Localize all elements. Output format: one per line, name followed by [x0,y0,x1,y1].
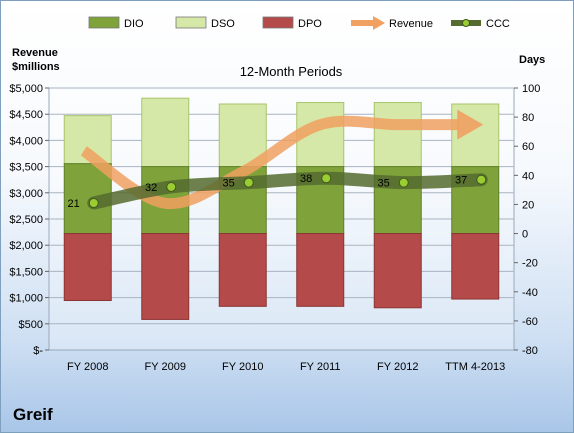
bar-dpo [63,233,112,302]
ccc-data-label: 35 [223,178,235,190]
ccc-marker [321,173,332,184]
category-label: TTM 4-2013 [445,361,505,373]
left-tick-label: $1,000 [9,293,43,305]
legend-label-revenue: Revenue [389,18,433,30]
legend-arrowhead-revenue [373,16,385,30]
legend-label-dso: DSO [211,18,235,30]
left-tick-label: $1,500 [9,266,43,278]
bar-dpo [451,233,500,300]
right-tick-label: 80 [522,112,534,124]
right-tick-label: 0 [522,229,528,241]
left-tick-label: $2,000 [9,240,43,252]
ccc-data-label: 32 [145,182,157,194]
revenue-arrowhead [457,109,484,140]
left-tick-label: $- [33,345,43,357]
right-tick-label: 20 [522,199,534,211]
legend-label-dpo: DPO [298,18,322,30]
ccc-line [87,171,488,210]
legend-swatch-dpo [262,16,294,29]
category-label: FY 2011 [300,361,341,373]
left-tick-label: $3,500 [9,162,43,174]
right-axis-title: Days [519,54,545,66]
right-tick-label: -40 [522,287,538,299]
legend-swatch-dso [175,16,207,29]
bar-dso [141,97,190,168]
legend-label-ccc: CCC [486,18,510,30]
bar-dso [373,102,422,168]
ccc-marker [243,177,254,188]
left-tick-label: $5,000 [9,83,43,95]
legend-marker-ccc [462,19,470,27]
legend-swatch-dio [88,16,120,29]
left-tick-label: $4,500 [9,109,43,121]
bar-dpo [296,233,345,307]
bar-dpo [373,233,422,309]
right-tick-label: 100 [522,83,540,95]
ccc-marker [476,174,487,185]
bar-dpo [218,233,267,307]
category-label: FY 2012 [377,361,418,373]
ccc-marker [166,181,177,192]
left-axis-title-line2: $millions [12,61,60,73]
right-tick-label: -20 [522,258,538,270]
right-tick-label: 40 [522,170,534,182]
left-tick-label: $3,000 [9,188,43,200]
left-tick-label: $4,000 [9,135,43,147]
ccc-data-label: 35 [378,178,390,190]
chart-title: 12-Month Periods [240,64,343,79]
bar-dpo [141,233,190,320]
ccc-data-label: 21 [68,198,80,210]
left-axis-title-line1: Revenue [12,47,58,59]
company-name: Greif [13,405,53,424]
legend-label-dio: DIO [124,18,144,30]
right-tick-label: -80 [522,345,538,357]
category-label: FY 2010 [222,361,263,373]
category-label: FY 2009 [145,361,186,373]
ccc-data-label: 37 [455,175,467,187]
left-tick-label: $2,500 [9,214,43,226]
category-label: FY 2008 [67,361,108,373]
left-tick-label: $500 [19,319,43,331]
right-tick-label: 60 [522,141,534,153]
ccc-data-label: 38 [300,173,312,185]
ccc-marker [88,197,99,208]
ccc-marker [398,177,409,188]
right-tick-label: -60 [522,316,538,328]
